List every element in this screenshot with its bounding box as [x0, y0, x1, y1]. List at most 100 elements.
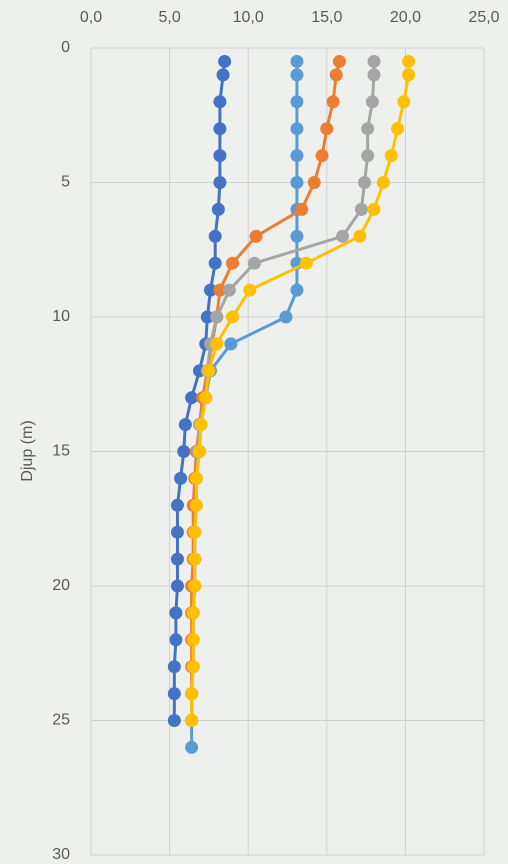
data-point — [336, 229, 350, 243]
data-point — [290, 54, 304, 68]
data-point — [203, 283, 217, 297]
data-point — [326, 95, 340, 109]
data-point — [290, 68, 304, 82]
y-tick-label: 20 — [52, 577, 70, 594]
data-point — [199, 391, 213, 405]
data-point — [243, 283, 257, 297]
series-line — [190, 61, 299, 748]
data-point — [367, 54, 381, 68]
data-point — [397, 95, 411, 109]
y-axis-label: Djup (m) — [19, 420, 36, 481]
data-point — [202, 364, 216, 378]
data-point — [367, 68, 381, 82]
data-point — [391, 122, 405, 136]
data-point — [169, 633, 183, 647]
data-point — [361, 149, 375, 163]
data-point — [290, 122, 304, 136]
data-point — [170, 525, 184, 539]
x-tick-label: 15,0 — [311, 9, 342, 26]
data-point — [299, 256, 313, 270]
data-point — [290, 229, 304, 243]
data-point — [290, 149, 304, 163]
data-point — [353, 229, 367, 243]
data-point — [170, 498, 184, 512]
x-tick-label: 25,0 — [468, 9, 499, 26]
data-point — [177, 445, 191, 458]
x-tick-label: 20,0 — [390, 9, 421, 26]
data-point — [188, 525, 202, 539]
data-point — [185, 687, 199, 701]
data-point — [211, 202, 225, 216]
data-point — [320, 122, 334, 136]
data-point — [170, 579, 184, 593]
data-point — [213, 176, 227, 189]
data-point — [376, 176, 390, 189]
data-point — [174, 471, 188, 485]
data-point — [169, 606, 183, 620]
data-point — [279, 310, 293, 324]
y-tick-label: 5 — [61, 174, 70, 191]
x-tick-label: 5,0 — [158, 9, 180, 26]
data-point — [208, 229, 222, 243]
data-point — [189, 498, 203, 512]
data-point — [167, 687, 181, 701]
data-point — [186, 606, 200, 620]
data-point — [249, 229, 263, 243]
data-point — [225, 256, 239, 270]
data-point — [290, 95, 304, 109]
data-point — [354, 202, 368, 216]
y-tick-label: 15 — [52, 443, 70, 460]
data-point — [290, 283, 304, 297]
data-point — [167, 714, 181, 727]
data-point — [194, 418, 208, 432]
data-point — [247, 256, 261, 270]
data-point — [185, 391, 199, 405]
data-point — [213, 149, 227, 163]
data-point — [307, 176, 321, 189]
data-point — [208, 256, 222, 270]
data-point — [365, 95, 379, 109]
data-point — [315, 149, 329, 163]
data-point — [225, 310, 239, 324]
data-point — [167, 660, 181, 674]
data-point — [332, 54, 346, 68]
data-point — [402, 68, 416, 82]
data-point — [384, 149, 398, 163]
data-point — [295, 202, 309, 216]
data-point — [358, 176, 372, 189]
data-point — [186, 660, 200, 674]
y-tick-label: 25 — [52, 712, 70, 729]
data-point — [188, 579, 202, 593]
data-point — [185, 714, 199, 727]
y-tick-label: 30 — [52, 846, 70, 863]
x-tick-label: 10,0 — [233, 9, 264, 26]
data-point — [200, 310, 214, 324]
data-point — [170, 552, 184, 566]
data-point — [185, 740, 199, 754]
data-point — [189, 471, 203, 485]
data-point — [178, 418, 192, 432]
data-point — [188, 552, 202, 566]
y-tick-label: 0 — [61, 39, 70, 56]
data-point — [222, 283, 236, 297]
data-point — [329, 68, 343, 82]
series-line — [190, 61, 341, 721]
x-tick-label: 0,0 — [80, 9, 102, 26]
data-point — [218, 54, 232, 68]
data-point — [224, 337, 238, 351]
data-point — [290, 176, 304, 189]
data-point — [213, 283, 227, 297]
data-point — [213, 95, 227, 109]
data-point — [216, 68, 230, 82]
data-point — [402, 54, 416, 68]
data-point — [210, 337, 224, 351]
data-point — [210, 310, 224, 324]
data-point — [361, 122, 375, 136]
data-point — [192, 445, 206, 458]
data-point — [367, 202, 381, 216]
data-point — [186, 633, 200, 647]
y-tick-label: 10 — [52, 308, 70, 325]
data-point — [213, 122, 227, 136]
